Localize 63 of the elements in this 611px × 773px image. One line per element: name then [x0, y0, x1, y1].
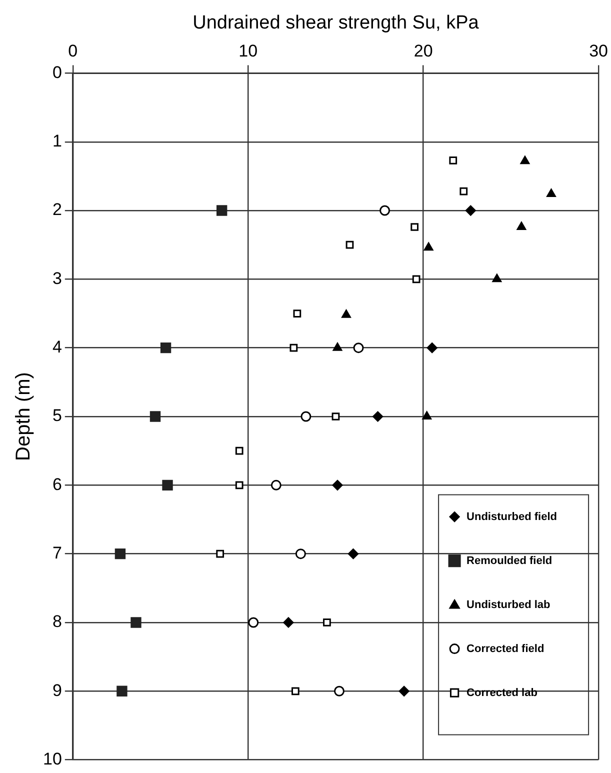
- y-tick-label: 2: [52, 200, 62, 220]
- point: [162, 480, 173, 491]
- point: [449, 156, 458, 164]
- y-axis-title: Depth (m): [12, 372, 35, 461]
- point: [270, 480, 282, 490]
- y-tick-label: 7: [52, 544, 62, 563]
- point: [290, 344, 298, 352]
- point: [492, 274, 502, 282]
- point: [300, 411, 312, 422]
- y-tick-label: 9: [52, 680, 62, 700]
- point: [372, 411, 384, 422]
- point: [323, 618, 331, 626]
- y-tick-label: 1: [52, 132, 62, 151]
- point: [398, 686, 410, 696]
- point: [520, 156, 530, 164]
- y-tick-label: 10: [42, 749, 62, 768]
- point: [460, 187, 468, 196]
- point: [353, 342, 364, 354]
- point: [332, 342, 342, 351]
- point: [216, 550, 224, 558]
- point: [348, 548, 358, 560]
- x-tick-label: 30: [589, 42, 608, 61]
- y-tick-label: 5: [52, 406, 62, 426]
- y-tick-label: 8: [52, 612, 62, 632]
- point: [283, 617, 294, 628]
- point: [334, 686, 344, 696]
- point: [130, 617, 142, 628]
- legend-label: Undisturbed lab: [466, 598, 551, 611]
- point: [216, 205, 228, 216]
- point: [116, 686, 128, 696]
- point: [235, 446, 244, 455]
- point: [114, 548, 126, 560]
- y-tick-label: 0: [52, 62, 62, 82]
- point: [295, 548, 306, 560]
- legend-label: Undisturbed field: [466, 510, 557, 523]
- point: [235, 481, 244, 490]
- x-axis-title: Undrained shear strength Su, kPa: [192, 12, 480, 34]
- x-tick-label: 20: [414, 42, 433, 61]
- point: [332, 412, 340, 420]
- x-tick-label: 0: [68, 42, 78, 61]
- point: [516, 222, 526, 230]
- point: [346, 240, 354, 249]
- point: [426, 342, 438, 354]
- point: [342, 310, 351, 318]
- point: [150, 411, 161, 422]
- point: [380, 205, 390, 216]
- point: [424, 242, 434, 251]
- point: [412, 275, 420, 284]
- x-tick-label: 10: [238, 42, 258, 61]
- y-tick-label: 4: [52, 338, 62, 357]
- point: [248, 617, 259, 628]
- legend-label: Remoulded field: [466, 554, 552, 567]
- point: [160, 342, 172, 354]
- legend-label: Corrected field: [466, 642, 544, 655]
- point: [465, 205, 476, 216]
- point: [410, 223, 419, 231]
- point: [332, 480, 343, 490]
- y-tick-label: 3: [52, 268, 62, 288]
- point: [546, 188, 556, 198]
- point: [291, 687, 300, 696]
- point: [422, 411, 432, 420]
- point: [293, 310, 302, 318]
- y-tick-label: 6: [52, 474, 62, 494]
